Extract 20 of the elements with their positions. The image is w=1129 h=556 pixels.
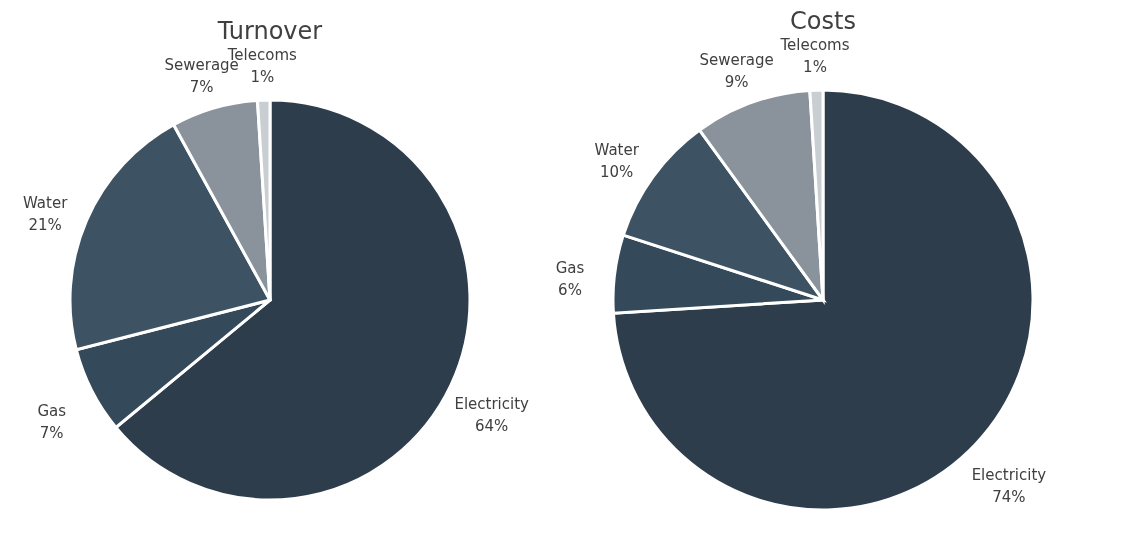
slice-label: Gas — [37, 402, 67, 421]
data-label: 64% — [475, 417, 509, 436]
slice-label: Water — [594, 141, 640, 160]
data-label: 7% — [39, 424, 64, 443]
slice-label: Water — [22, 193, 69, 212]
data-label: 1% — [250, 68, 275, 87]
data-label: 74% — [992, 487, 1026, 506]
data-label: 9% — [724, 73, 749, 92]
slice-label: Sewerage — [699, 51, 774, 70]
data-label: 21% — [28, 215, 62, 234]
slice-label: Electricity — [971, 465, 1047, 484]
chart-title: Turnover — [216, 17, 323, 46]
data-label: 7% — [189, 77, 214, 96]
data-label: 1% — [803, 58, 827, 77]
slice-label: Gas — [555, 259, 585, 278]
chart-title: Costs — [790, 7, 856, 36]
slice-label: Electricity — [454, 395, 530, 414]
data-label: 10% — [600, 163, 634, 182]
data-label: 6% — [558, 281, 582, 300]
slice-label: Telecoms — [779, 36, 850, 55]
